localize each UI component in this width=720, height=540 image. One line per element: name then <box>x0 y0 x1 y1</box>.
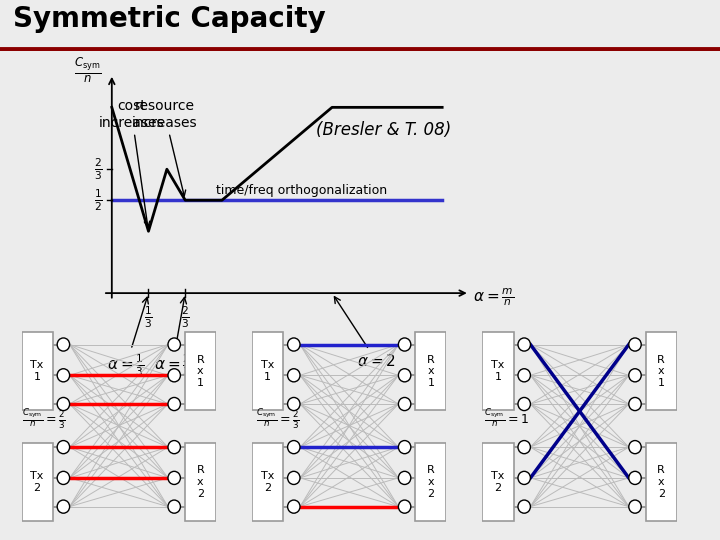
Bar <box>415 443 446 521</box>
Circle shape <box>518 441 531 454</box>
Circle shape <box>629 397 642 410</box>
Text: $\frac{2}{3}$: $\frac{2}{3}$ <box>94 157 103 182</box>
Circle shape <box>57 338 70 351</box>
Text: $\alpha = \frac{1}{3}$: $\alpha = \frac{1}{3}$ <box>107 297 148 378</box>
Text: R
x
1: R x 1 <box>657 355 665 388</box>
Circle shape <box>398 500 411 513</box>
Circle shape <box>398 369 411 382</box>
Bar <box>646 443 677 521</box>
Bar <box>482 332 513 410</box>
Text: Tx
2: Tx 2 <box>491 471 505 493</box>
Text: Symmetric Capacity: Symmetric Capacity <box>13 5 325 33</box>
Bar <box>22 443 53 521</box>
Circle shape <box>168 338 181 351</box>
Circle shape <box>287 397 300 410</box>
Text: $\frac{C_{\mathrm{sym}}}{n} = \frac{2}{3}$: $\frac{C_{\mathrm{sym}}}{n} = \frac{2}{3… <box>256 406 300 431</box>
Text: $\alpha = \frac{2}{3}$: $\alpha = \frac{2}{3}$ <box>153 298 191 378</box>
Bar <box>185 443 216 521</box>
Text: $\alpha = \frac{m}{n}$: $\alpha = \frac{m}{n}$ <box>473 286 514 307</box>
Circle shape <box>398 441 411 454</box>
Text: R
x
2: R x 2 <box>427 465 435 498</box>
Bar <box>646 332 677 410</box>
Circle shape <box>518 338 531 351</box>
Circle shape <box>398 471 411 484</box>
Bar <box>185 332 216 410</box>
Text: Tx
1: Tx 1 <box>491 360 505 382</box>
Circle shape <box>629 500 642 513</box>
Bar <box>252 443 283 521</box>
Bar <box>22 332 53 410</box>
Text: Tx
2: Tx 2 <box>261 471 274 493</box>
Circle shape <box>57 441 70 454</box>
Text: $\frac{1}{3}$: $\frac{1}{3}$ <box>144 304 153 330</box>
Circle shape <box>629 471 642 484</box>
Circle shape <box>629 369 642 382</box>
Text: $\frac{1}{2}$: $\frac{1}{2}$ <box>94 187 103 213</box>
Circle shape <box>57 369 70 382</box>
Circle shape <box>57 500 70 513</box>
Text: cost
increases: cost increases <box>99 99 164 227</box>
Circle shape <box>168 397 181 410</box>
Text: R
x
2: R x 2 <box>197 465 204 498</box>
Text: $\frac{C_{\mathrm{sym}}}{n}$: $\frac{C_{\mathrm{sym}}}{n}$ <box>74 56 102 85</box>
Circle shape <box>168 369 181 382</box>
Circle shape <box>398 338 411 351</box>
Text: (Bresler & T. 08): (Bresler & T. 08) <box>315 120 451 139</box>
Text: $\frac{C_{\mathrm{sym}}}{n} = \frac{2}{3}$: $\frac{C_{\mathrm{sym}}}{n} = \frac{2}{3… <box>22 406 66 431</box>
Text: $\frac{C_{\mathrm{sym}}}{n} = 1$: $\frac{C_{\mathrm{sym}}}{n} = 1$ <box>484 407 528 430</box>
Circle shape <box>518 500 531 513</box>
Circle shape <box>287 441 300 454</box>
Circle shape <box>518 369 531 382</box>
Text: R
x
1: R x 1 <box>427 355 435 388</box>
Bar <box>252 332 283 410</box>
Text: Tx
2: Tx 2 <box>30 471 44 493</box>
Text: R
x
2: R x 2 <box>657 465 665 498</box>
Circle shape <box>629 338 642 351</box>
Text: Tx
1: Tx 1 <box>30 360 44 382</box>
Circle shape <box>168 471 181 484</box>
Circle shape <box>398 397 411 410</box>
Text: resource
increases: resource increases <box>132 99 197 196</box>
Circle shape <box>287 500 300 513</box>
Text: $\frac{2}{3}$: $\frac{2}{3}$ <box>181 304 189 330</box>
Circle shape <box>168 500 181 513</box>
Text: time/freq orthogonalization: time/freq orthogonalization <box>217 184 387 197</box>
Circle shape <box>57 397 70 410</box>
Circle shape <box>287 369 300 382</box>
Bar <box>482 443 513 521</box>
Circle shape <box>518 397 531 410</box>
Circle shape <box>287 471 300 484</box>
Circle shape <box>168 441 181 454</box>
Circle shape <box>287 338 300 351</box>
Circle shape <box>518 471 531 484</box>
Text: R
x
1: R x 1 <box>197 355 204 388</box>
Bar <box>415 332 446 410</box>
Text: Tx
1: Tx 1 <box>261 360 274 382</box>
Text: $\alpha = 2$: $\alpha = 2$ <box>334 297 395 369</box>
Circle shape <box>57 471 70 484</box>
Circle shape <box>629 441 642 454</box>
